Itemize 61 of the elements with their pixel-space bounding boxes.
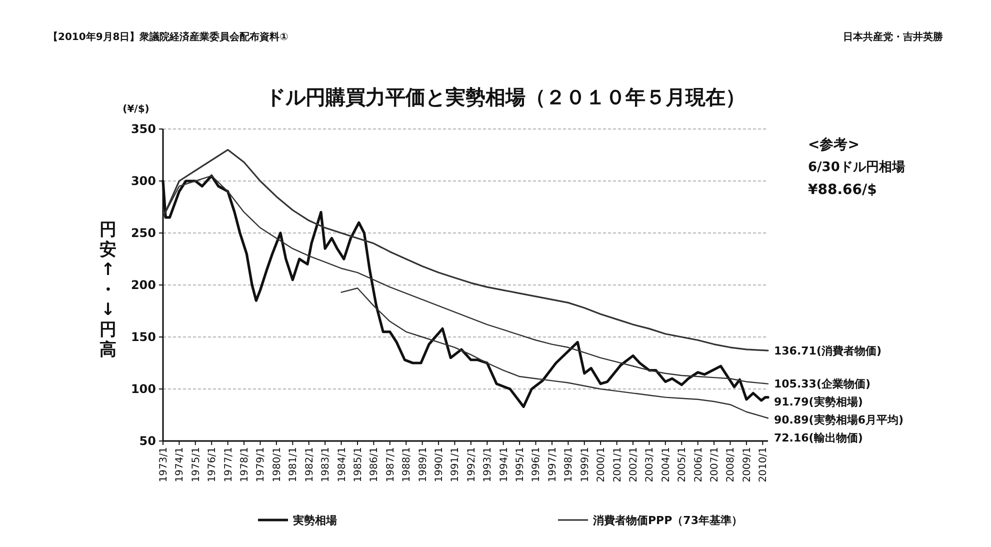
x-tick-label: 1989/1 — [418, 447, 429, 482]
y-tick-label: 50 — [139, 434, 156, 448]
annotation: 90.89(実勢相場6月平均) — [774, 413, 904, 426]
x-tick-label: 2001/1 — [612, 447, 624, 482]
annotation: 105.33(企業物価) — [774, 377, 871, 390]
text: ¥88.66/$ — [808, 182, 877, 198]
x-tick-label: 1994/1 — [498, 447, 510, 482]
x-tick-label: 1997/1 — [547, 447, 558, 482]
x-tick-label: 1975/1 — [190, 447, 202, 482]
text: 6/30ドル円相場 — [808, 160, 905, 175]
x-tick-label: 1974/1 — [174, 447, 186, 482]
x-tick-label: 1987/1 — [385, 447, 396, 482]
x-tick-label: 2005/1 — [677, 447, 688, 482]
x-tick-label: 1981/1 — [288, 447, 300, 482]
x-tick-label: 2010/1 — [758, 447, 770, 482]
y-tick-label: 300 — [130, 174, 156, 188]
x-tick-label: 1978/1 — [240, 447, 251, 482]
y-tick-label: 100 — [130, 382, 156, 396]
x-tick-label: 1996/1 — [531, 447, 542, 482]
y-tick-label: 250 — [130, 226, 156, 240]
x-tick-label: 2009/1 — [742, 447, 753, 482]
x-tick-label: 2007/1 — [710, 447, 721, 482]
x-tick-label: 1995/1 — [515, 447, 526, 482]
y-tick-label: 200 — [130, 278, 156, 292]
x-tick-label: 2000/1 — [596, 447, 608, 482]
text: 【2010年9月8日】衆議院経済産業委員会配布資料① — [48, 31, 288, 43]
x-tick-label: 1988/1 — [402, 447, 413, 482]
x-tick-label: 2004/1 — [660, 447, 672, 482]
chart-title: ドル円購買力平価と実勢相場（２０１０年５月現在） — [266, 85, 746, 109]
y-tick-label: 350 — [130, 122, 156, 136]
x-tick-label: 1990/1 — [434, 447, 446, 482]
x-tick-label: 1982/1 — [304, 447, 316, 482]
x-tick-label: 1999/1 — [580, 447, 591, 482]
x-tick-label: 1983/1 — [320, 447, 332, 482]
x-tick-label: 1986/1 — [369, 447, 380, 482]
y-axis-title: 円安↑・↓円高 — [100, 220, 116, 360]
x-tick-label: 1993/1 — [482, 447, 494, 482]
text: 日本共産党・吉井英勝 — [843, 31, 944, 43]
x-tick-label: 1979/1 — [256, 447, 267, 482]
annotation: 136.71(消費者物価) — [774, 344, 882, 358]
x-tick-label: 1980/1 — [272, 447, 283, 482]
legend-label: 消費者物価PPP（73年基準） — [592, 514, 742, 527]
text: <参考> — [808, 136, 860, 153]
x-tick-label: 2002/1 — [628, 447, 640, 482]
annotation: 91.79(実勢相場) — [774, 395, 863, 408]
x-tick-label: 1991/1 — [450, 447, 462, 482]
x-tick-label: 1985/1 — [352, 447, 364, 482]
x-tick-label: 2006/1 — [693, 447, 704, 482]
x-tick-label: 2008/1 — [726, 447, 737, 482]
line-series — [340, 288, 769, 419]
x-tick-label: 1977/1 — [223, 447, 234, 482]
x-tick-label: 1973/1 — [158, 447, 170, 482]
x-tick-label: 1976/1 — [207, 447, 218, 482]
y-tick-label: 150 — [130, 330, 156, 344]
x-tick-label: 1992/1 — [466, 447, 478, 482]
x-tick-label: 1984/1 — [336, 447, 348, 482]
x-tick-label: 2003/1 — [644, 447, 656, 482]
text: (¥/$) — [122, 104, 150, 115]
annotation: 72.16(輸出物価) — [774, 431, 863, 444]
x-tick-label: 1998/1 — [564, 447, 575, 482]
legend-label: 実勢相場 — [292, 514, 337, 527]
